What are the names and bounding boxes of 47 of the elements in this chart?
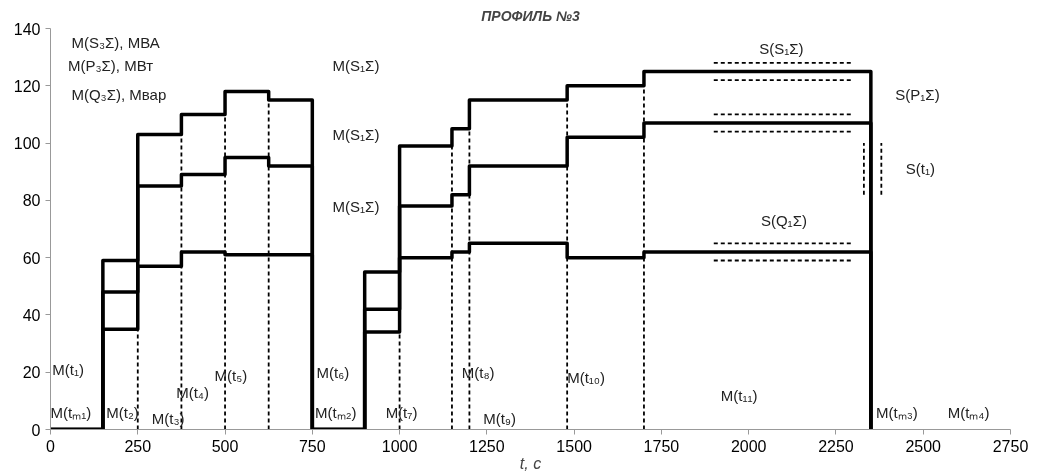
x-axis-title: t, с <box>519 454 542 472</box>
annotation: M(t₈) <box>461 363 495 381</box>
annotation: M(S₁Σ) <box>332 125 380 143</box>
annotation: M(t₄) <box>176 383 209 401</box>
x-tick-label: 0 <box>46 437 56 455</box>
x-tick-label: 1000 <box>381 437 418 455</box>
annotation: M(S₃Σ), МВА <box>71 34 160 52</box>
y-tick-label: 60 <box>22 249 41 267</box>
x-tick-label: 2000 <box>730 437 767 455</box>
x-tick-label: 250 <box>124 437 152 455</box>
y-tick-label: 100 <box>13 135 41 153</box>
annotation: M(tₘ₂) <box>315 403 357 421</box>
chart-title: ПРОФИЛЬ №3 <box>481 7 580 24</box>
annotation: S(t₁) <box>905 160 936 178</box>
annotation: M(t₃) <box>151 409 185 427</box>
annotation: M(t₇) <box>385 403 418 421</box>
annotation: M(t₆) <box>316 363 350 381</box>
annotation: S(S₁Σ) <box>759 40 804 58</box>
annotation: M(t₁₀) <box>567 369 606 387</box>
x-tick-label: 1750 <box>643 437 680 455</box>
annotation: M(P₃Σ), МВт <box>67 57 154 75</box>
y-tick-label: 80 <box>22 192 41 210</box>
x-tick-label: 2500 <box>905 437 942 455</box>
annotation: M(S₁Σ) <box>332 57 380 75</box>
x-tick-label: 500 <box>211 437 239 455</box>
x-tick-label: 2250 <box>818 437 854 455</box>
annotation: S(P₁Σ) <box>895 85 940 103</box>
y-tick-label: 20 <box>22 364 41 382</box>
y-tick-label: 140 <box>13 20 41 38</box>
x-tick-label: 1250 <box>469 437 505 455</box>
annotation: M(S₁Σ) <box>332 197 380 215</box>
x-tick-label: 1500 <box>556 437 593 455</box>
annotation: M(tₘ₁) <box>50 403 92 421</box>
x-tick-label: 2750 <box>992 437 1029 455</box>
annotation: M(Q₃Σ), Мвар <box>71 85 167 103</box>
annotation: M(tₘ₄) <box>947 403 990 421</box>
y-tick-label: 40 <box>22 306 41 324</box>
annotation: M(t₂) <box>106 403 139 421</box>
y-tick-label: 0 <box>31 421 41 439</box>
annotation: M(t₁₁) <box>720 386 758 404</box>
y-tick-label: 120 <box>13 77 41 95</box>
annotation: M(t₅) <box>214 366 248 384</box>
annotation: S(Q₁Σ) <box>760 211 807 229</box>
annotation: M(t₉) <box>483 409 516 427</box>
annotation: M(t₁) <box>52 360 84 378</box>
x-tick-label: 750 <box>298 437 326 455</box>
annotation: M(tₘ₃) <box>876 403 918 421</box>
